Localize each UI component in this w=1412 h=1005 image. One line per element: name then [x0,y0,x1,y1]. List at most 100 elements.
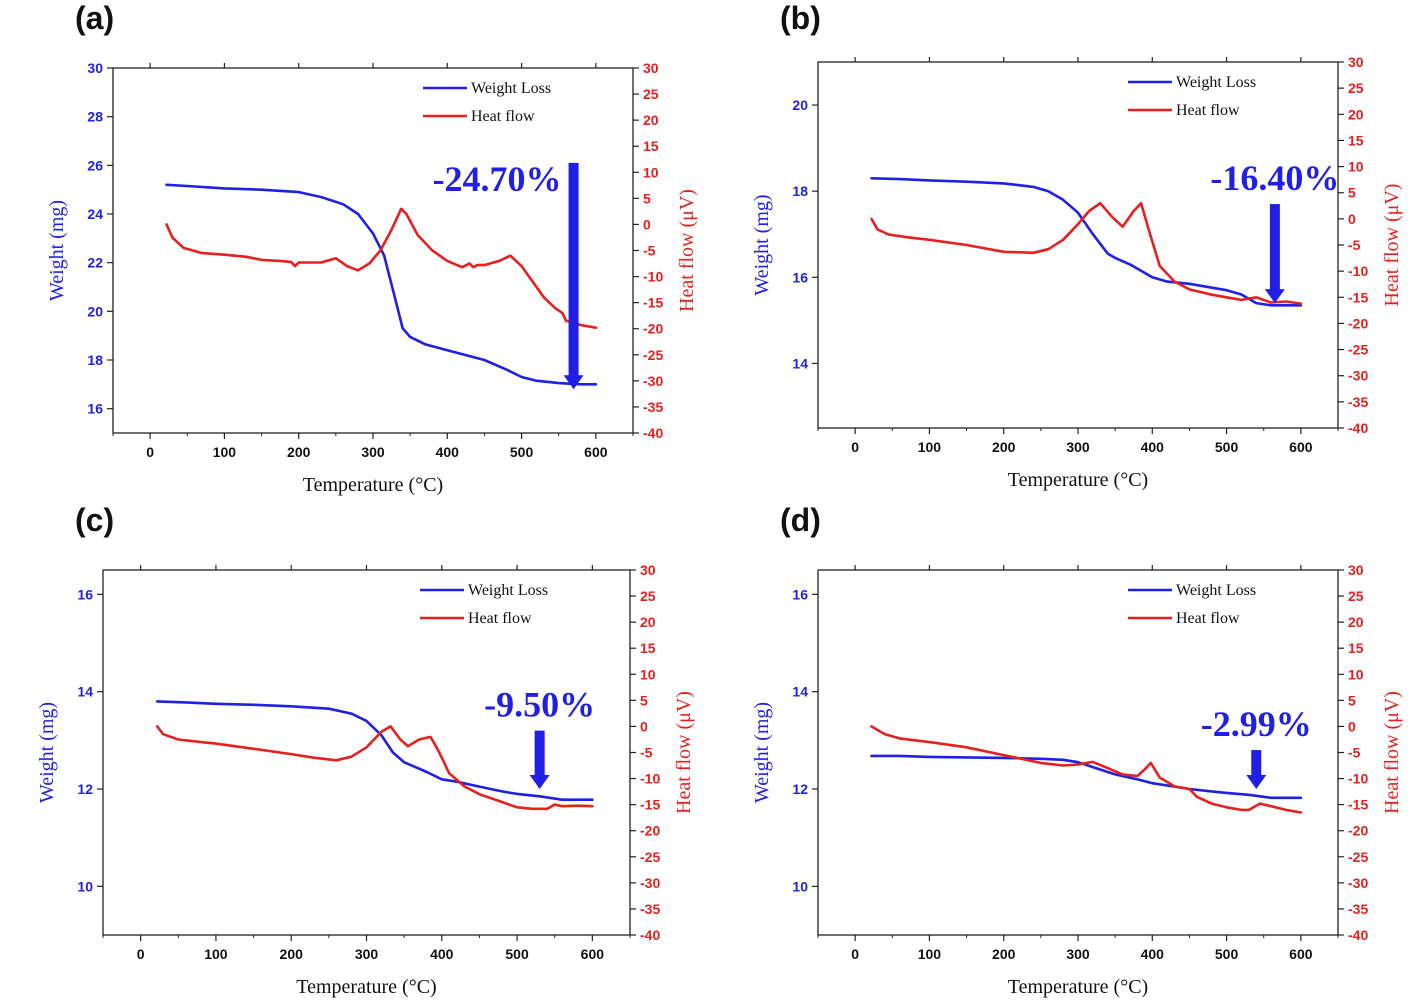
y-axis-label: Weight (mg) [36,702,58,803]
y2-tick-label: 10 [1348,159,1364,175]
x-axis-label: Temperature (°C) [296,976,436,998]
y-tick-label: 12 [792,781,808,797]
y2-tick-label: 20 [640,614,656,630]
x-tick-label: 0 [851,439,859,455]
tga-panel-c: (c) 0 100 200 300 400 500 600 10 12 14 16 -40 -35 -30… [36,502,705,1005]
y2-tick-label: 5 [640,692,648,708]
y2-tick-label: 10 [643,164,659,180]
x-tick-label: 400 [430,946,454,962]
annotation-arrow-head [1246,775,1267,789]
y2-axis-label: Heat flow (μV) [1381,184,1403,307]
y2-tick-label: 15 [1348,640,1364,656]
y2-tick-label: 10 [1348,666,1364,682]
legend-label: Heat flow [1176,102,1240,119]
weight-loss-line [870,754,1303,800]
y-tick-label: 16 [792,269,808,285]
y2-tick-label: 10 [640,666,656,682]
y2-tick-label: 25 [1348,588,1364,604]
annotation-label: -9.50% [484,685,595,725]
legend-label: Weight Loss [1176,582,1256,599]
y-tick-label: 14 [792,684,808,700]
y2-tick-label: -10 [643,269,663,285]
x-tick-label: 300 [1066,439,1090,455]
x-tick-label: 300 [355,946,379,962]
y2-tick-label: -40 [1348,927,1368,943]
legend-label: Heat flow [1176,610,1240,627]
y2-tick-label: 25 [640,588,656,604]
y2-tick-label: -30 [640,875,660,891]
y2-tick-label: 20 [1348,106,1364,122]
plot-frame [102,569,631,936]
x-tick-label: 300 [1066,946,1090,962]
y2-tick-label: 15 [643,138,659,154]
x-tick-label: 500 [1215,439,1239,455]
y2-tick-label: -5 [643,243,656,259]
panel-label: (a) [75,0,115,36]
y-tick-label: 14 [77,684,93,700]
y2-tick-label: 0 [643,216,651,232]
y-tick-label: 30 [87,60,103,76]
y2-tick-label: -5 [1348,745,1361,761]
y2-tick-label: 15 [1348,132,1364,148]
y2-tick-label: 20 [1348,614,1364,630]
x-axis-label: Temperature (°C) [1008,469,1148,491]
y-tick-label: 10 [792,878,808,894]
y-tick-label: 10 [77,878,93,894]
y2-tick-label: 0 [1348,211,1356,227]
chart-svg: 0 100 200 300 400 500 60010121416-40-35-30-25-… [751,562,1403,998]
x-tick-label: 100 [213,444,237,460]
legend-label: Weight Loss [1176,74,1256,91]
legend-label: Weight Loss [471,80,551,97]
y2-tick-label: -40 [640,927,660,943]
y2-tick-label: -40 [1348,420,1368,436]
x-axis-label: Temperature (°C) [1008,976,1148,998]
y2-tick-label: 15 [640,640,656,656]
y2-tick-label: 25 [1348,80,1364,96]
y2-axis-label: Heat flow (μV) [1381,691,1403,814]
legend-label: Heat flow [468,610,532,627]
y2-tick-label: -20 [643,321,663,337]
x-tick-label: 600 [1289,946,1313,962]
y2-tick-label: 30 [1348,54,1364,70]
y2-tick-label: -25 [1348,342,1368,358]
x-tick-label: 100 [918,439,942,455]
y2-tick-label: 5 [1348,185,1356,201]
panel-label: (c) [75,502,115,538]
x-tick-label: 500 [1215,946,1239,962]
plot-frame [817,61,1339,429]
x-tick-label: 400 [1141,439,1165,455]
y-tick-label: 12 [77,781,93,797]
y-axis-label: Weight (mg) [751,702,773,803]
y-tick-label: 24 [87,206,103,222]
y-tick-label: 14 [792,355,808,371]
y2-tick-label: 25 [643,86,659,102]
y2-tick-label: 0 [640,718,648,734]
y2-tick-label: -25 [643,347,663,363]
y2-tick-label: 5 [643,190,651,206]
y2-tick-label: -35 [1348,901,1368,917]
y2-tick-label: -20 [1348,823,1368,839]
y2-tick-label: -35 [1348,394,1368,410]
x-tick-label: 100 [918,946,942,962]
heat-flow-line [870,201,1303,305]
y2-tick-label: -35 [643,399,663,415]
y2-tick-label: 30 [640,562,656,578]
annotation-arrow-shaft [1269,204,1280,292]
y2-tick-label: -20 [1348,315,1368,331]
annotation-arrow-shaft [568,162,579,378]
y2-tick-label: -5 [640,745,653,761]
y2-tick-label: 30 [1348,562,1364,578]
y-tick-label: 16 [77,586,93,602]
heat-flow-line [870,725,1303,814]
annotation-arrow-head [563,375,584,390]
y2-tick-label: -15 [1348,797,1368,813]
x-tick-label: 200 [992,946,1016,962]
x-tick-label: 0 [851,946,859,962]
y2-tick-label: 20 [643,112,659,128]
y2-tick-label: 0 [1348,718,1356,734]
x-tick-label: 600 [1289,439,1313,455]
y-tick-label: 18 [87,352,103,368]
x-tick-label: 400 [1141,946,1165,962]
y2-tick-label: -5 [1348,237,1361,253]
weight-loss-line [155,700,594,802]
